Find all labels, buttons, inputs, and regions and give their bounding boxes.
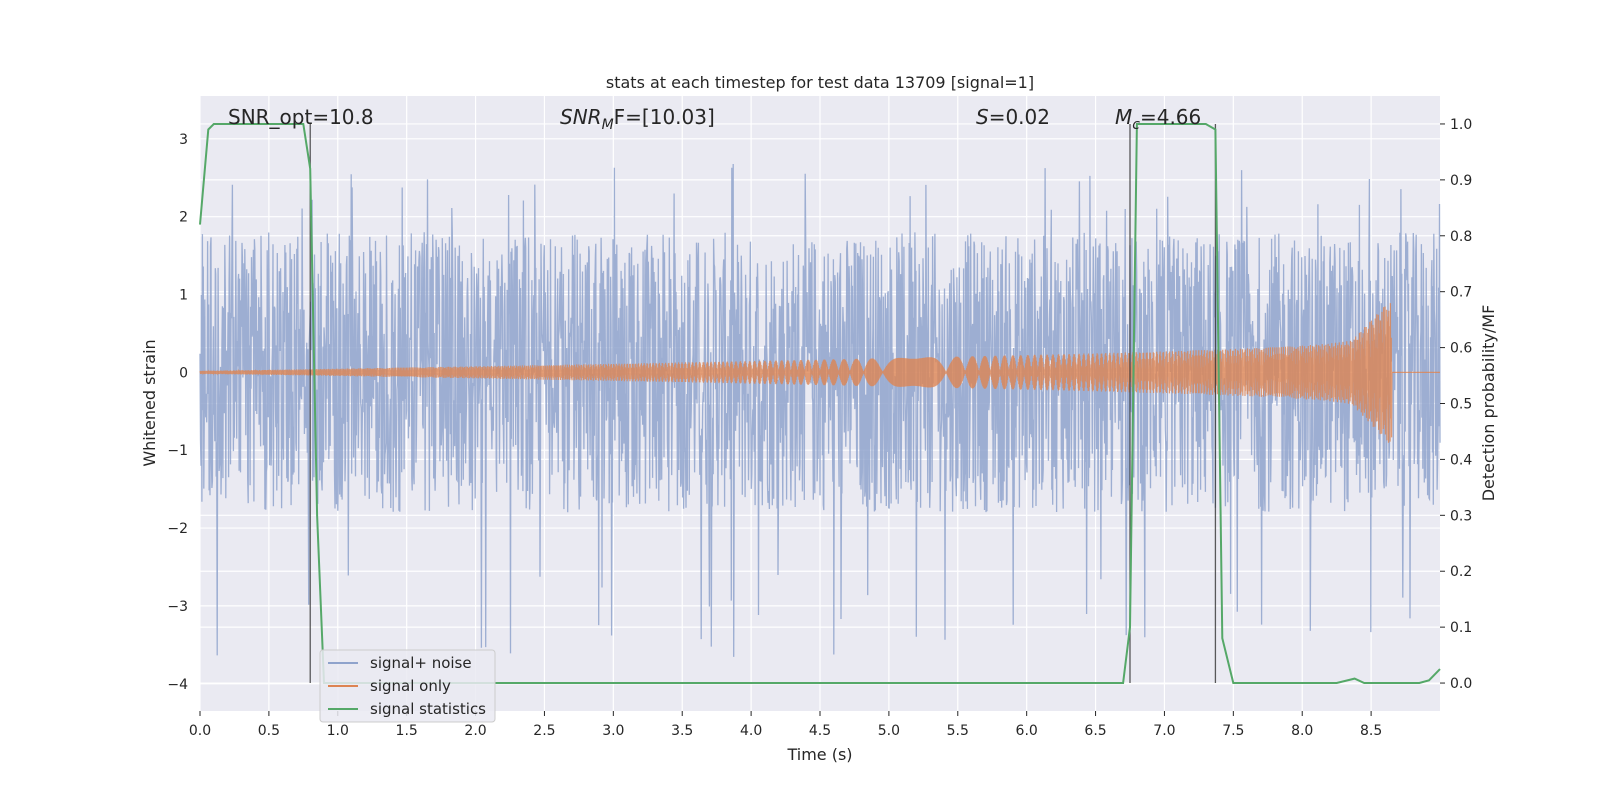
y-left-tick-label: 3 xyxy=(179,132,188,148)
x-tick-label: 3.0 xyxy=(602,723,624,739)
y-left-axis-label: Whitened strain xyxy=(140,339,159,466)
x-tick-label: 1.5 xyxy=(396,723,418,739)
y-right-tick-label: 0.4 xyxy=(1450,452,1472,468)
y-right-tick-label: 0.5 xyxy=(1450,397,1472,413)
x-tick-label: 4.0 xyxy=(740,723,762,739)
y-left-axis-ticks: −4 −3 −2 −1 0 1 2 3 xyxy=(167,132,188,693)
annotation-mc: Mc=4.66 xyxy=(1115,105,1201,133)
y-left-tick-label: −2 xyxy=(167,521,188,537)
legend: signal+ noise signal only signal statist… xyxy=(319,649,496,723)
x-tick-label: 8.0 xyxy=(1291,723,1313,739)
annotation-s: S=0.02 xyxy=(976,105,1050,129)
x-axis-label: Time (s) xyxy=(786,745,852,764)
annotation-snr-opt: SNR_opt=10.8 xyxy=(228,105,374,129)
y-left-tick-label: −4 xyxy=(167,677,188,693)
x-tick-label: 1.0 xyxy=(327,723,349,739)
y-left-tick-label: 0 xyxy=(179,365,188,381)
x-tick-label: 8.5 xyxy=(1360,723,1382,739)
x-tick-label: 6.5 xyxy=(1084,723,1106,739)
legend-label-noise: signal+ noise xyxy=(370,654,472,672)
y-right-tick-label: 0.3 xyxy=(1450,508,1472,524)
signal-statistics-series xyxy=(199,123,1441,684)
chart-title: stats at each timestep for test data 137… xyxy=(606,73,1034,92)
x-tick-label: 0.0 xyxy=(189,723,211,739)
y-right-tick-label: 0.6 xyxy=(1450,341,1472,357)
x-tick-label: 5.0 xyxy=(878,723,900,739)
x-tick-label: 6.0 xyxy=(1016,723,1038,739)
y-left-tick-label: 1 xyxy=(179,288,188,304)
y-right-tick-label: 1.0 xyxy=(1450,117,1472,133)
y-right-axis-ticks: 0.0 0.1 0.2 0.3 0.4 0.5 0.6 0.7 0.8 0.9 1.0 xyxy=(1440,117,1472,692)
y-right-axis-label: Detection probability/MF xyxy=(1479,305,1498,502)
y-right-tick-label: 0.2 xyxy=(1450,564,1472,580)
x-tick-label: 0.5 xyxy=(258,723,280,739)
y-right-tick-label: 0.7 xyxy=(1450,285,1472,301)
x-tick-label: 4.5 xyxy=(809,723,831,739)
x-tick-label: 5.5 xyxy=(947,723,969,739)
legend-label-stats: signal statistics xyxy=(370,700,486,718)
y-right-tick-label: 0.8 xyxy=(1450,229,1472,245)
legend-box xyxy=(319,649,496,723)
x-axis-ticks: 0.0 0.5 1.0 1.5 2.0 2.5 3.0 3.5 4.0 4.5 5.0 5.5 6.0 6… xyxy=(189,711,1382,739)
legend-label-signal: signal only xyxy=(370,677,451,695)
y-left-tick-label: −3 xyxy=(167,599,188,615)
chirp-trace xyxy=(199,303,1440,443)
x-tick-label: 7.5 xyxy=(1222,723,1244,739)
y-right-tick-label: 0.9 xyxy=(1450,173,1472,189)
y-left-tick-label: 2 xyxy=(179,210,188,226)
signal-only-series xyxy=(199,303,1440,443)
x-tick-label: 3.5 xyxy=(671,723,693,739)
y-left-tick-label: −1 xyxy=(167,443,188,459)
stats-line xyxy=(199,123,1441,684)
x-tick-label: 7.0 xyxy=(1153,723,1175,739)
y-right-tick-label: 0.0 xyxy=(1450,676,1472,692)
x-tick-label: 2.5 xyxy=(533,723,555,739)
annotation-snr-mf: SNRMF=[10.03] xyxy=(560,105,715,133)
y-right-tick-label: 0.1 xyxy=(1450,620,1472,636)
x-tick-label: 2.0 xyxy=(464,723,486,739)
